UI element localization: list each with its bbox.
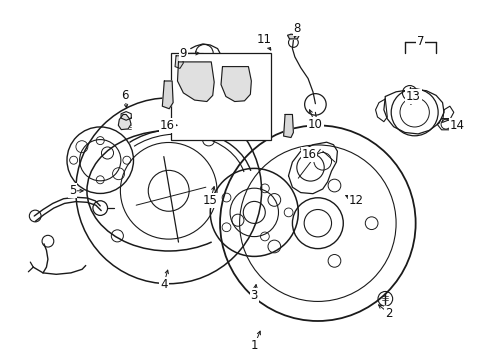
Text: 14: 14: [449, 119, 464, 132]
Polygon shape: [287, 34, 299, 39]
Text: 12: 12: [348, 194, 363, 207]
Text: 15: 15: [203, 194, 217, 207]
Text: 4: 4: [160, 278, 167, 291]
Text: 2: 2: [384, 307, 392, 320]
Text: 3: 3: [250, 289, 258, 302]
Text: 16: 16: [160, 119, 174, 132]
Text: 10: 10: [307, 118, 322, 131]
Text: 7: 7: [416, 35, 424, 48]
Text: 6: 6: [121, 89, 128, 102]
Polygon shape: [221, 67, 251, 102]
Text: 13: 13: [405, 90, 420, 103]
Text: 11: 11: [256, 33, 271, 46]
Polygon shape: [118, 114, 131, 130]
Text: 5: 5: [68, 184, 76, 197]
Polygon shape: [283, 114, 293, 138]
Polygon shape: [177, 62, 214, 102]
Polygon shape: [175, 56, 183, 68]
Text: 9: 9: [179, 47, 187, 60]
Text: 1: 1: [250, 339, 258, 352]
Text: 8: 8: [293, 22, 301, 35]
Bar: [171, 53, 271, 140]
Text: 16: 16: [301, 148, 316, 161]
Polygon shape: [162, 81, 173, 109]
